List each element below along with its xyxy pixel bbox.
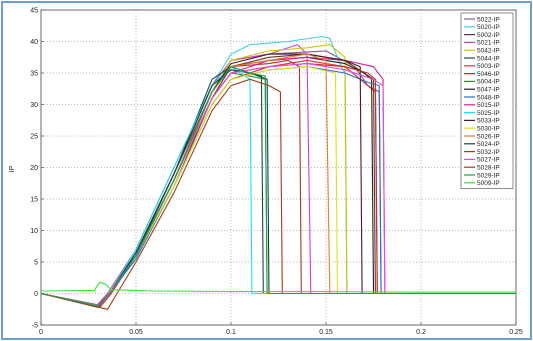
y-tick-label: 35 [30,71,38,78]
y-axis-label: IP [9,165,16,172]
x-tick-label: 0 [39,329,43,336]
series-line [40,78,516,310]
series-line [40,281,516,293]
series-line [40,66,516,307]
legend-label: 5002-IP [477,32,500,39]
legend-label: 5024-IP [477,141,500,148]
legend: 5022-IP5020-IP5002-IP5021-IP5042-IP5044-… [460,12,514,189]
legend-label: 5047-IP [477,87,500,94]
legend-label: 5048-IP [477,94,500,101]
legend-label: 5025-IP [477,110,500,117]
x-tick-label: 0.15 [319,329,333,336]
legend-label: 5042-IP [477,48,500,55]
y-tick-label: 15 [30,197,38,204]
y-tick-label: 5 [34,260,38,267]
x-tick-label: 0.2 [416,329,426,336]
legend-label: 5020-IP [477,24,500,31]
legend-label: 5009-IP [477,180,500,187]
legend-label: 5046-IP [477,71,500,78]
y-tick-label: 40 [30,39,38,46]
y-tick-label: 10 [30,228,38,235]
y-tick-label: 20 [30,165,38,172]
legend-label: 5003-IP [477,63,500,70]
y-tick-label: 30 [30,102,38,109]
y-tick-label: 25 [30,134,38,141]
x-tick-label: 0.05 [129,329,143,336]
y-tick-label: -5 [32,323,38,330]
x-tick-label: 0.25 [509,329,523,336]
legend-label: 5029-IP [477,172,500,179]
legend-label: 5033-IP [477,118,500,125]
legend-label: 5030-IP [477,126,500,133]
legend-label: 5032-IP [477,149,500,156]
legend-label: 5044-IP [477,55,500,62]
legend-label: 5028-IP [477,165,500,172]
legend-label: 5021-IP [477,40,500,47]
y-tick-label: 0 [34,291,38,298]
legend-label: 5015-IP [477,102,500,109]
legend-label: 5004-IP [477,79,500,86]
legend-label: 5026-IP [477,133,500,140]
legend-label: 5022-IP [477,16,500,23]
y-tick-label: 45 [30,8,38,15]
series-lines [40,35,516,310]
legend-label: 5027-IP [477,157,500,164]
x-axis-ticks: 0 0.05 0.1 0.15 0.2 0.25 [39,322,523,336]
y-axis-ticks: -5 0 5 10 15 20 25 30 35 40 45 [30,8,44,330]
x-tick-label: 0.1 [226,329,236,336]
line-chart: 0 0.05 0.1 0.15 0.2 0.25 -5051015202530354045… [9,8,523,337]
